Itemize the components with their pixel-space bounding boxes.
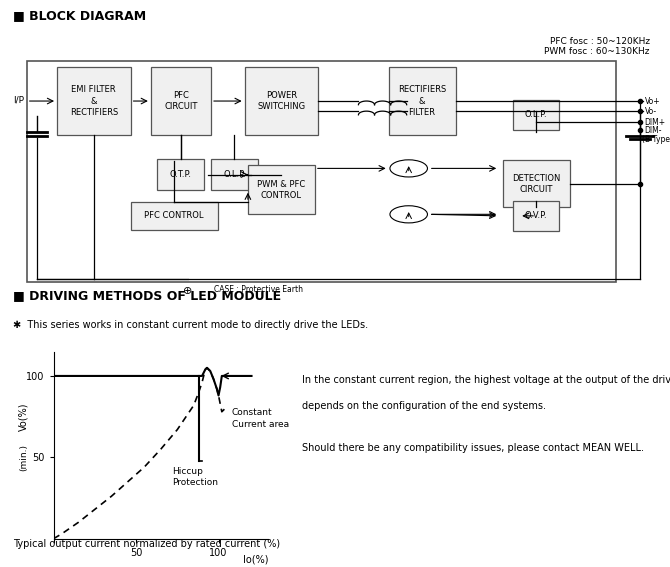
FancyBboxPatch shape bbox=[151, 67, 211, 135]
Text: Typical output current normalized by rated current (%): Typical output current normalized by rat… bbox=[13, 539, 281, 549]
Text: Constant
Current area: Constant Current area bbox=[232, 408, 289, 429]
Text: CASE : Protective Earth: CASE : Protective Earth bbox=[214, 285, 304, 294]
Text: O.L.P.: O.L.P. bbox=[525, 111, 547, 119]
FancyBboxPatch shape bbox=[245, 67, 318, 135]
FancyBboxPatch shape bbox=[502, 160, 570, 208]
Text: I/P: I/P bbox=[13, 95, 24, 104]
FancyBboxPatch shape bbox=[389, 67, 456, 135]
Text: PFC CONTROL: PFC CONTROL bbox=[145, 211, 204, 221]
FancyBboxPatch shape bbox=[157, 159, 204, 190]
Text: depends on the configuration of the end systems.: depends on the configuration of the end … bbox=[302, 400, 546, 411]
Text: Should there be any compatibility issues, please contact MEAN WELL.: Should there be any compatibility issues… bbox=[302, 443, 644, 454]
Text: In the constant current region, the highest voltage at the output of the driver: In the constant current region, the high… bbox=[302, 375, 670, 385]
FancyBboxPatch shape bbox=[131, 202, 218, 230]
FancyBboxPatch shape bbox=[513, 201, 559, 231]
Text: ✱  This series works in constant current mode to directly drive the LEDs.: ✱ This series works in constant current … bbox=[13, 320, 368, 330]
Text: DETECTION
CIRCUIT: DETECTION CIRCUIT bbox=[512, 174, 560, 194]
Text: Vo(%): Vo(%) bbox=[19, 403, 29, 431]
Text: (min.): (min.) bbox=[19, 444, 28, 471]
Text: ■ BLOCK DIAGRAM: ■ BLOCK DIAGRAM bbox=[13, 9, 147, 22]
Text: Vo+: Vo+ bbox=[645, 96, 660, 105]
Text: EMI FILTER
&
RECTIFIERS: EMI FILTER & RECTIFIERS bbox=[70, 86, 118, 117]
FancyBboxPatch shape bbox=[57, 67, 131, 135]
Text: DIM-: DIM- bbox=[645, 126, 662, 134]
Text: ⊕: ⊕ bbox=[183, 286, 192, 296]
Text: O.L.P.: O.L.P. bbox=[223, 170, 246, 179]
Text: Io(%): Io(%) bbox=[243, 555, 268, 565]
Text: RECTIFIERS
&
FILTER: RECTIFIERS & FILTER bbox=[398, 86, 446, 117]
Text: Vo-: Vo- bbox=[645, 107, 657, 116]
Text: O.T.P.: O.T.P. bbox=[170, 170, 192, 179]
Text: Hiccup
Protection: Hiccup Protection bbox=[172, 467, 218, 487]
Text: PFC fosc : 50~120KHz
PWM fosc : 60~130KHz: PFC fosc : 50~120KHz PWM fosc : 60~130KH… bbox=[545, 37, 650, 56]
Text: O.V.P.: O.V.P. bbox=[525, 211, 547, 221]
Text: PWM & PFC
CONTROL: PWM & PFC CONTROL bbox=[257, 180, 306, 200]
Text: ■ DRIVING METHODS OF LED MODULE: ■ DRIVING METHODS OF LED MODULE bbox=[13, 289, 281, 302]
Text: POWER
SWITCHING: POWER SWITCHING bbox=[257, 91, 306, 111]
FancyBboxPatch shape bbox=[211, 159, 258, 190]
Text: PFC
CIRCUIT: PFC CIRCUIT bbox=[164, 91, 198, 111]
Text: DIM+: DIM+ bbox=[645, 118, 666, 127]
FancyBboxPatch shape bbox=[513, 100, 559, 130]
Text: (B Type): (B Type) bbox=[642, 135, 670, 144]
FancyBboxPatch shape bbox=[248, 166, 315, 214]
